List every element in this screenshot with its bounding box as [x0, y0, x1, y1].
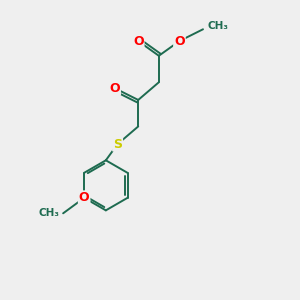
Text: S: S [113, 138, 122, 151]
Text: O: O [133, 34, 143, 48]
Text: O: O [174, 34, 185, 48]
Text: CH₃: CH₃ [39, 208, 60, 218]
Text: O: O [79, 191, 89, 204]
Text: O: O [110, 82, 120, 95]
Text: CH₃: CH₃ [207, 21, 228, 31]
